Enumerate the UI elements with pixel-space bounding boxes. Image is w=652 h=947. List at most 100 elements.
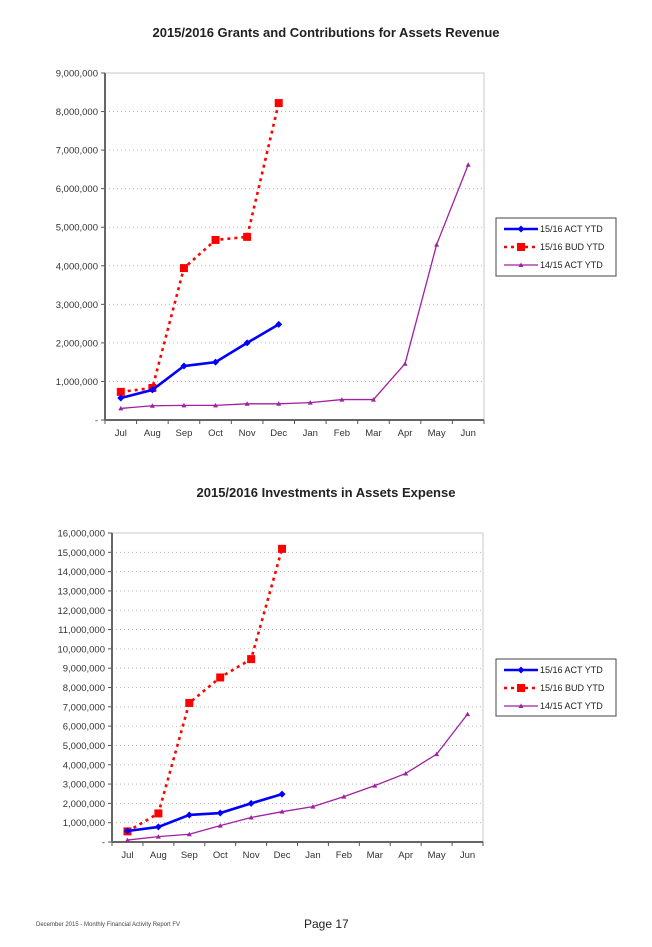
chart-1-ytick-label: 4,000,000 <box>56 261 98 272</box>
chart-2-ytick-label: 5,000,000 <box>63 741 105 752</box>
chart-2-series-1 <box>123 790 286 835</box>
chart-2-series-1-point-legend1 <box>517 666 525 674</box>
chart-2-plot-area <box>111 532 484 843</box>
chart-2-series-3-point-4 <box>217 823 223 828</box>
chart-1-xtick-label: Aug <box>144 428 161 439</box>
chart-1-legend-label-2: 15/16 BUD YTD <box>540 242 605 252</box>
chart-2-xtick-label: Jul <box>121 850 133 861</box>
chart-2-ytick-label: 11,000,000 <box>58 625 105 636</box>
chart-2-series-3-point-6 <box>279 809 285 814</box>
chart-1-series-3-point-12 <box>465 162 471 167</box>
chart-1-series-3-line <box>120 164 469 410</box>
chart-1-ytick-label: 1,000,000 <box>56 377 98 388</box>
chart-2-ytick-label: 12,000,000 <box>57 606 105 617</box>
chart-2-series-3-point-2 <box>155 834 161 839</box>
chart-1-series-3-point-2 <box>149 403 155 408</box>
chart-2-series-2-point-6 <box>278 544 287 553</box>
chart-2-ytick-label: 10,000,000 <box>57 644 105 655</box>
chart-2-series-1-point-6 <box>278 790 286 798</box>
chart-1-series-1 <box>117 320 283 402</box>
chart-2-xtick-label: Aug <box>150 850 167 861</box>
chart-2-ytick-label: 13,000,000 <box>57 586 105 597</box>
chart-1-xtick-label: Jun <box>461 428 476 439</box>
chart-2-series-3-point-9 <box>372 783 378 788</box>
chart-1-legend-box <box>495 217 617 277</box>
chart-2-xtick-label: Apr <box>398 850 413 861</box>
chart-1-xtick-label: May <box>428 428 446 439</box>
chart-2-xtick-label: Nov <box>243 850 260 861</box>
chart-2-series-2-point-5 <box>247 655 256 664</box>
chart-1-ytick-label: 7,000,000 <box>56 146 98 157</box>
chart-2-series-3-point-11 <box>434 751 440 757</box>
chart-1-xtick-label: Dec <box>270 428 287 439</box>
chart-2-xtick-label: May <box>428 850 446 861</box>
chart-2-xtick-label: Jan <box>305 850 320 861</box>
chart-1-series-2-point-5 <box>243 232 252 241</box>
chart-1-series-3 <box>118 162 471 411</box>
chart-1-series-1-point-1 <box>117 394 125 402</box>
chart-2-series-3-point-7 <box>310 804 316 809</box>
chart-1-series-1-line <box>120 323 280 400</box>
chart-2-ytick-label: 14,000,000 <box>57 567 105 578</box>
chart-2-series-1-point-5 <box>247 799 255 807</box>
chart-1-xtick-label: Jan <box>303 428 318 439</box>
chart-1-series-1-point-4 <box>212 358 220 366</box>
chart-1-legend-label-3: 14/15 ACT YTD <box>540 260 603 270</box>
chart-2-xtick-label: Jun <box>460 850 475 861</box>
chart-2-xtick-label: Feb <box>336 850 352 861</box>
chart-2-ytick-label: 8,000,000 <box>63 683 105 694</box>
chart-1-xtick-label: Apr <box>398 428 413 439</box>
chart-1-series-2-line <box>120 102 280 394</box>
chart-1-title: 2015/2016 Grants and Contributions for A… <box>152 25 500 40</box>
chart-2-series-3-line <box>127 713 469 841</box>
chart-1-ytick-label: 5,000,000 <box>56 223 98 234</box>
chart-1-legend: 15/16 ACT YTD 15/16 BUD YTD 14/15 ACT YTD <box>495 217 617 277</box>
chart-2-series-1-point-3 <box>185 811 193 819</box>
chart-1-xtick-label: Oct <box>208 428 223 439</box>
chart-1-legend-label-1: 15/16 ACT YTD <box>540 224 603 234</box>
chart-1-series-3-point-9 <box>370 397 376 402</box>
chart-1-xtick-label: Sep <box>176 428 193 439</box>
chart-1-series-1-point-6 <box>275 320 283 328</box>
chart-2-series-3-point-12 <box>465 711 471 717</box>
chart-1-series-1-point-5 <box>243 339 251 347</box>
chart-2-series-2-point-4 <box>216 673 225 682</box>
report-footer-label: December 2015 - Monthly Financial Activi… <box>36 922 181 928</box>
chart-2-legend-label-1: 15/16 ACT YTD <box>540 665 603 675</box>
chart-1-series-1-point-2 <box>148 386 156 394</box>
chart-2-series-3-point-5 <box>248 814 254 820</box>
chart-2-ytick-label: 4,000,000 <box>63 760 105 771</box>
chart-2-ytick-label: 15,000,000 <box>57 548 105 559</box>
chart-2-series-1-point-1 <box>123 827 131 835</box>
chart-1-series-1-point-3 <box>180 362 188 370</box>
chart-1-xtick-label: Jul <box>115 428 127 439</box>
chart-2-xtick-label: Dec <box>274 850 291 861</box>
chart-1-ytick-label: 3,000,000 <box>56 300 98 311</box>
chart-1-plot-area <box>104 72 485 421</box>
chart-2-xtick-label: Sep <box>181 850 198 861</box>
chart-2-ytick-label: 1,000,000 <box>63 818 105 829</box>
chart-1-series-2-point-6 <box>274 99 283 108</box>
chart-2-ytick-label: 16,000,000 <box>57 529 105 540</box>
chart-2-series-3 <box>124 711 471 843</box>
chart-1-series-2-point-3 <box>179 264 188 273</box>
chart-1-series-3-point-6 <box>276 401 282 406</box>
chart-1-xtick-label: Feb <box>334 428 350 439</box>
chart-2-legend-label-2: 15/16 BUD YTD <box>540 683 605 693</box>
chart-2-series-3-point-legend1 <box>518 703 524 708</box>
chart-2-ytick-label: 3,000,000 <box>63 780 105 791</box>
chart-2-series-3-point-10 <box>403 770 409 776</box>
chart-2-series-1-point-4 <box>216 809 224 817</box>
chart-1-xtick-label: Mar <box>365 428 381 439</box>
chart-1-series-3-point-5 <box>244 401 250 406</box>
chart-2-ytick-label: 7,000,000 <box>63 702 105 713</box>
chart-2-legend: 15/16 ACT YTD 15/16 BUD YTD 14/15 ACT YTD <box>495 658 617 717</box>
chart-1-series-2-point-1 <box>116 387 125 396</box>
chart-1-series-2-point-legend1 <box>517 243 525 251</box>
chart-1-series-3-point-legend1 <box>518 262 524 267</box>
chart-1-ytick-label: - <box>95 416 98 427</box>
chart-2-series-2-point-legend1 <box>517 684 525 692</box>
chart-2-series-2-point-2 <box>154 809 163 818</box>
chart-1-series-3-point-8 <box>339 397 345 402</box>
chart-1-series-2-point-4 <box>211 235 220 244</box>
